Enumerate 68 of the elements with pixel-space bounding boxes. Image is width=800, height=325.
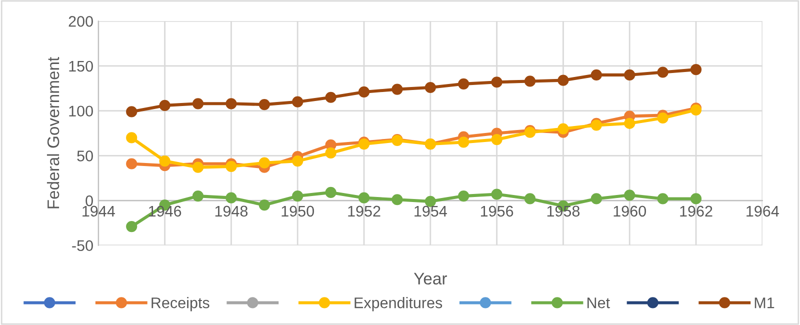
point [491,134,502,146]
point [325,92,336,103]
point [192,162,204,173]
point [126,220,138,232]
point [624,190,636,201]
y-tick-label: 100 [69,106,93,117]
x-axis-title: Year [414,272,447,285]
point [358,86,370,98]
point [292,190,304,202]
x-tick-label: 1954 [414,206,447,217]
point [491,188,502,200]
x-tick-label: 1964 [746,206,779,217]
y-tick-label: 0 [86,195,93,206]
point [458,136,470,148]
x-tick-label: 1958 [547,206,580,217]
point [126,132,138,144]
x-tick-label: 1956 [480,206,514,217]
point [690,64,702,76]
point [192,98,204,110]
legend-label: Net [588,298,610,308]
point [258,98,270,110]
point [624,118,636,129]
point [126,158,138,170]
point [524,193,536,204]
x-tick-label: 1944 [82,206,115,217]
point [258,157,270,168]
x-tick-label: 1952 [348,206,380,217]
point [458,190,470,202]
legend-label: Receipts [152,297,210,312]
y-tick-label: 200 [68,16,93,27]
point [226,192,237,204]
point [358,192,370,204]
x-tick-label: 1962 [680,206,712,217]
y-tick-label: 150 [69,60,93,72]
point [590,69,602,80]
point [325,147,336,159]
point [392,194,403,206]
point [424,82,436,94]
point [325,186,336,198]
point [657,193,668,204]
legend-label: Expenditures [354,297,442,312]
point [159,156,170,167]
point [226,160,237,172]
point [558,123,569,134]
point [458,78,470,90]
point [558,74,569,86]
x-tick-label: 1960 [614,206,646,217]
point [292,96,304,108]
point [657,66,668,78]
point [392,84,403,95]
point [624,69,636,80]
point [159,100,170,111]
point [226,98,237,110]
point [657,112,668,124]
point [524,76,536,87]
point [590,193,602,204]
point [126,106,138,118]
point [690,193,702,204]
point [258,199,270,211]
y-axis-title: Federal Government [46,56,60,208]
y-tick-label: 50 [77,150,93,162]
point [491,76,502,88]
point [192,190,204,202]
legend-label: M1 [754,298,774,308]
x-tick-label: 1948 [215,206,248,217]
y-tick-label: -50 [72,240,93,252]
point [292,156,304,167]
x-tick-label: 1950 [282,206,314,217]
